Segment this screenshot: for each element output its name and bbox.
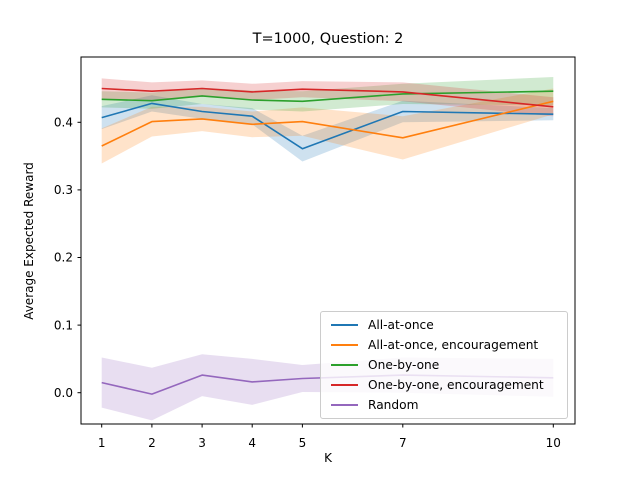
svg-text:10: 10	[546, 436, 561, 450]
legend-line-swatch	[331, 324, 358, 326]
svg-text:0.1: 0.1	[54, 318, 73, 332]
legend-line-swatch	[331, 364, 358, 366]
legend-label: All-at-once	[368, 318, 434, 332]
legend: All-at-once All-at-once, encouragement O…	[320, 311, 568, 419]
legend-label: One-by-one	[368, 358, 440, 372]
x-axis-label: K	[324, 451, 332, 465]
legend-line-swatch	[331, 344, 358, 346]
legend-line-swatch	[331, 384, 358, 386]
legend-label: One-by-one, encouragement	[368, 378, 544, 392]
svg-text:0.2: 0.2	[54, 251, 73, 265]
svg-text:0.4: 0.4	[54, 116, 73, 130]
legend-label: Random	[368, 398, 419, 412]
chart-title: T=1000, Question: 2	[252, 31, 404, 47]
legend-line-swatch	[331, 404, 358, 406]
svg-text:0.3: 0.3	[54, 183, 73, 197]
legend-label: All-at-once, encouragement	[368, 338, 539, 352]
legend-item: One-by-one	[321, 358, 567, 372]
svg-text:0.0: 0.0	[54, 386, 73, 400]
legend-item: Random	[321, 398, 567, 412]
legend-item: One-by-one, encouragement	[321, 378, 567, 392]
svg-text:3: 3	[198, 436, 206, 450]
legend-item: All-at-once, encouragement	[321, 338, 567, 352]
legend-item: All-at-once	[321, 318, 567, 332]
svg-text:1: 1	[98, 436, 106, 450]
y-axis-label: Average Expected Reward	[22, 162, 36, 320]
svg-text:7: 7	[399, 436, 407, 450]
svg-text:4: 4	[248, 436, 256, 450]
svg-text:5: 5	[299, 436, 307, 450]
svg-text:2: 2	[148, 436, 156, 450]
